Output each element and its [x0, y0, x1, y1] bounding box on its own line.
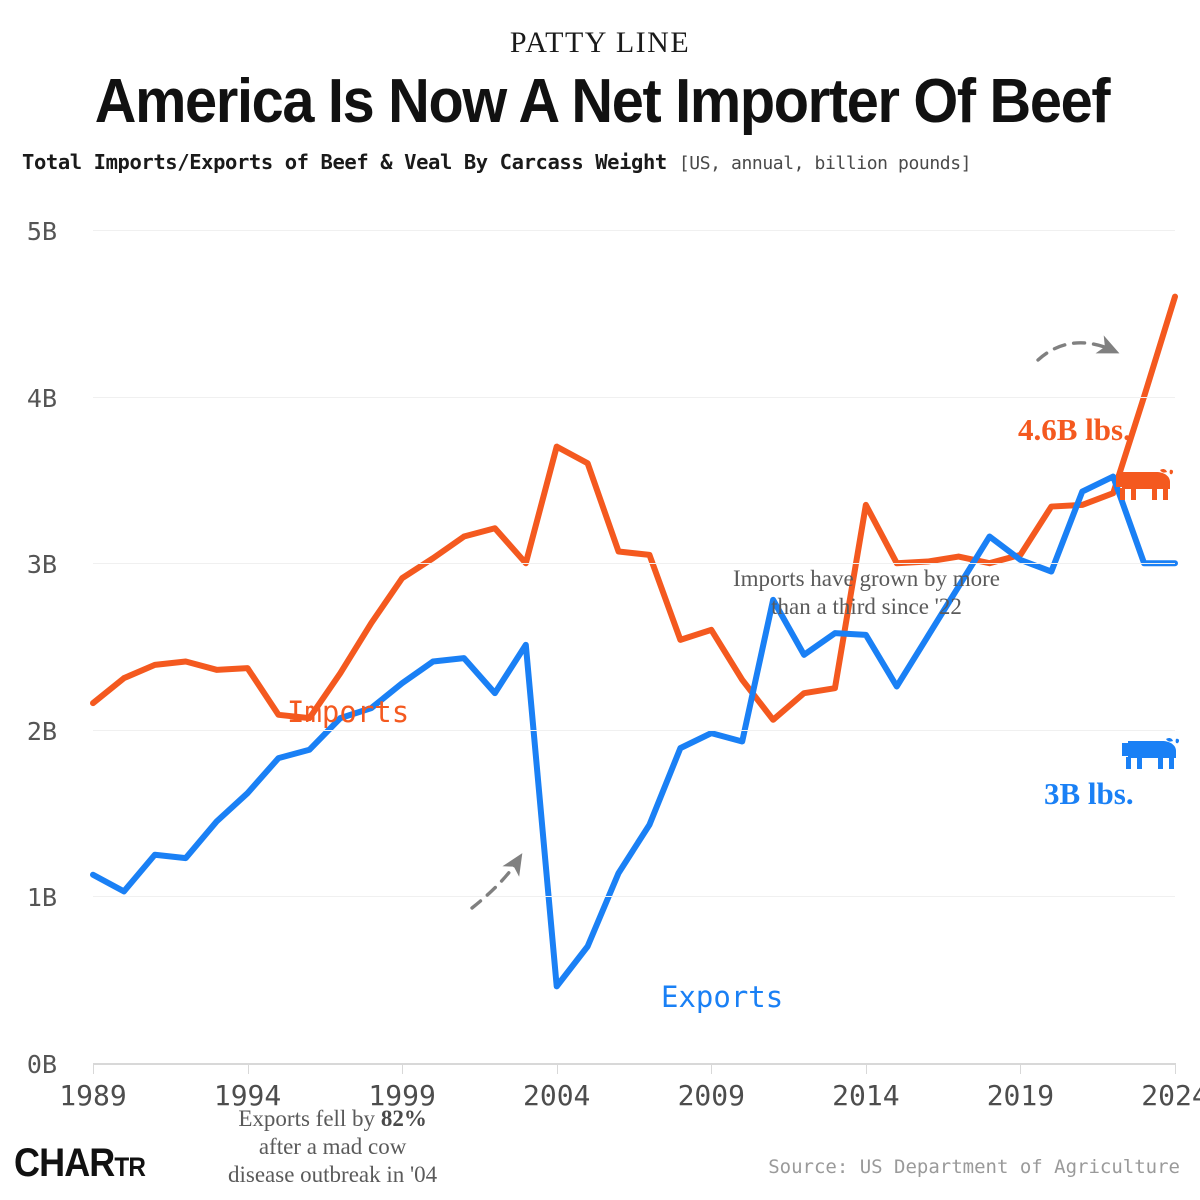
y-axis-label: 2B — [26, 716, 57, 746]
series-label-imports: Imports — [287, 695, 410, 729]
subtitle-main: Total Imports/Exports of Beef & Veal By … — [22, 150, 667, 174]
series-label-exports: Exports — [661, 980, 784, 1014]
callout-imports-value: 4.6B lbs. — [1018, 412, 1131, 447]
gridline — [93, 896, 1175, 898]
y-axis-label: 3B — [26, 550, 57, 580]
line-series-imports — [90, 293, 1178, 723]
y-axis-label: 0B — [26, 1050, 57, 1079]
x-axis-label: 1994 — [213, 1079, 282, 1112]
x-axis-label: 2009 — [677, 1079, 745, 1112]
x-axis-tick — [93, 1063, 94, 1074]
annotation-imports: Imports have grown by more than a third … — [733, 565, 1000, 621]
logo-main: CHAR — [14, 1141, 115, 1185]
line-series-exports — [90, 473, 1178, 990]
subtitle-unit: [US, annual, billion pounds] — [678, 153, 972, 174]
x-axis-label: 2024 — [1141, 1079, 1200, 1112]
annotation-exports-line3: disease outbreak in '04 — [228, 1162, 438, 1188]
chart-container: 0B 1B 2B 3B 4B 5B 1989 1994 1999 2004 2009 2014 2019… — [0, 190, 1200, 1187]
x-axis-tick — [247, 1063, 249, 1074]
annotation-exports-percent: 82% — [380, 1106, 427, 1131]
callout-exports-value: 3B lbs. — [1044, 776, 1134, 811]
chart-subtitle: Total Imports/Exports of Beef & Veal By … — [22, 150, 1182, 174]
chartr-logo: CHARTR — [14, 1141, 146, 1186]
kicker: PATTY LINE — [509, 26, 691, 59]
cow-icon-exports — [1118, 737, 1180, 778]
x-axis-tick — [1175, 1063, 1176, 1074]
x-axis-tick — [865, 1063, 867, 1074]
annotation-exports-line1: Exports fell by 82% — [228, 1105, 437, 1133]
logo-small: TR — [114, 1152, 146, 1182]
x-axis-tick — [1020, 1063, 1022, 1074]
annotation-exports-text: Exports fell by — [238, 1106, 381, 1131]
x-axis-line — [93, 1063, 1175, 1065]
x-axis-label: 2004 — [522, 1079, 591, 1112]
annotation-imports-line2: than a third since '22 — [771, 594, 962, 620]
y-axis-label: 4B — [26, 383, 57, 413]
gridline — [93, 230, 1175, 231]
y-axis-label: 1B — [26, 883, 57, 913]
plot-area: 0B 1B 2B 3B 4B 5B 1989 1994 1999 2004 2009 2014 2019… — [27, 217, 1200, 1112]
series-lines — [90, 293, 1178, 990]
gridline — [93, 729, 1175, 731]
y-axis-label: 5B — [26, 217, 57, 246]
x-axis-tick — [402, 1063, 404, 1074]
gridline — [93, 396, 1175, 398]
x-axis-tick — [711, 1063, 713, 1074]
annotation-imports-line1: Imports have grown by more — [733, 566, 1000, 591]
page-title: America Is Now A Net Importer Of Beef — [94, 67, 1111, 136]
cow-icon-imports — [1112, 468, 1174, 509]
x-axis-label: 1989 — [59, 1079, 127, 1112]
x-axis-label: 2014 — [832, 1079, 900, 1112]
source-credit: Source: US Department of Agriculture — [768, 1156, 1180, 1178]
x-axis-tick — [556, 1063, 558, 1074]
annotation-exports: Exports fell by 82% after a mad cow dise… — [228, 1105, 437, 1189]
x-axis-label: 2019 — [986, 1079, 1055, 1112]
gridline — [93, 563, 1175, 565]
annotation-exports-line2: after a mad cow — [258, 1134, 407, 1160]
x-axis-label: 1999 — [368, 1079, 436, 1112]
